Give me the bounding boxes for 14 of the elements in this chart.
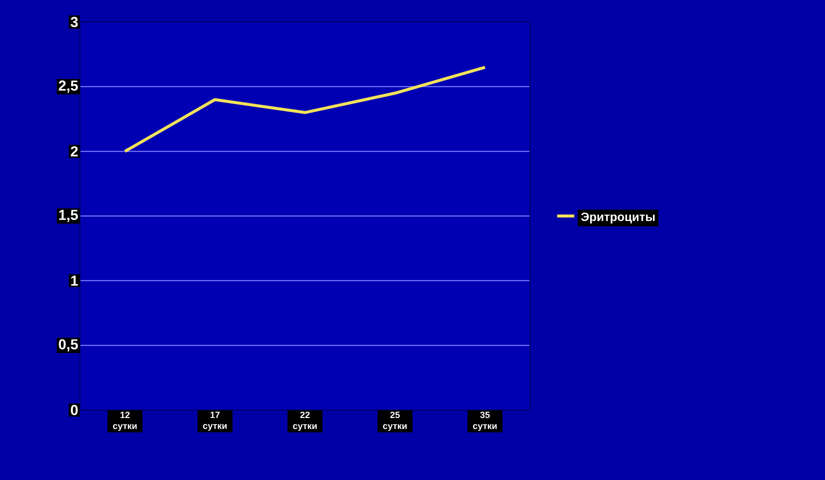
x-tick-label: 25 сутки [383,412,407,431]
x-tick-label: 35 сутки [473,412,497,431]
x-tick-label: 12 сутки [113,412,137,431]
y-tick-label: 0 [70,404,78,416]
y-tick-label: 1,5 [59,210,78,222]
x-tick-label: 17 сутки [203,412,227,431]
x-tick-label: 22 сутки [293,412,317,431]
y-tick-label: 2 [70,146,78,156]
line-series [124,66,486,153]
legend-label: Эритроциты [581,212,655,224]
y-tick-label: 2,5 [58,80,78,93]
y-tick-label: 1 [71,276,78,286]
y-tick-label: 3 [70,16,78,28]
y-tick-label: 0,5 [58,339,78,352]
